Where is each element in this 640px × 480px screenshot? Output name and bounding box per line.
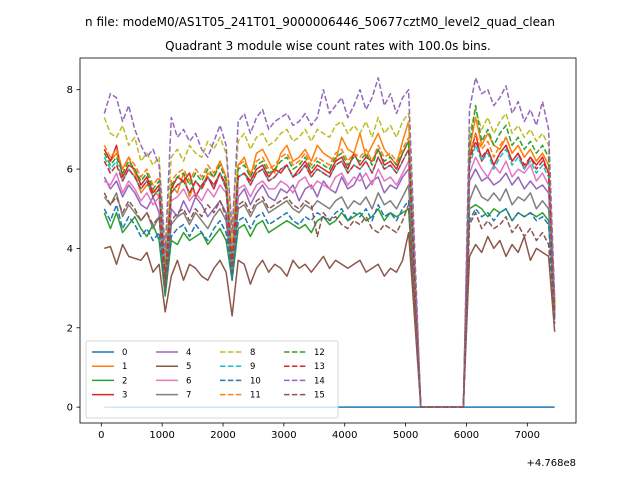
series-line-15 — [103, 192, 556, 408]
y-tick-label: 6 — [67, 165, 73, 176]
series-line-5 — [104, 231, 556, 408]
legend-label-8: 8 — [250, 348, 255, 358]
series-line-6 — [103, 156, 556, 408]
legend-box — [85, 340, 339, 419]
legend-label-13: 13 — [314, 362, 325, 372]
plot-area — [103, 77, 556, 408]
x-tick-label: 0 — [98, 430, 104, 441]
y-tick-label: 8 — [67, 85, 73, 96]
legend-label-2: 2 — [122, 376, 127, 386]
x-tick-label: 3000 — [271, 430, 296, 441]
x-tick-label: 6000 — [454, 430, 479, 441]
series-line-7 — [103, 184, 556, 408]
y-tick-label: 0 — [67, 403, 73, 414]
x-offset-text: +4.768e8 — [526, 458, 576, 469]
legend-label-4: 4 — [186, 348, 191, 358]
series-line-2 — [103, 204, 556, 408]
legend-label-10: 10 — [250, 376, 261, 386]
chart-title: Quadrant 3 module wise count rates with … — [165, 39, 491, 53]
series-line-14 — [103, 77, 556, 408]
x-tick-label: 7000 — [515, 430, 540, 441]
series-line-10 — [103, 200, 556, 408]
legend-label-12: 12 — [314, 348, 325, 358]
series-line-12 — [103, 104, 556, 408]
series-line-13 — [103, 140, 556, 408]
axes-frame — [79, 57, 577, 424]
legend-label-3: 3 — [122, 391, 127, 401]
axis-ticks: 0 1000 2000 3000 4000 5000 6000 7000 0 2 4 6 8 — [67, 85, 540, 441]
series-line-3 — [103, 132, 556, 408]
x-tick-label: 1000 — [149, 430, 174, 441]
legend-label-1: 1 — [122, 362, 127, 372]
series-line-4 — [103, 168, 556, 408]
legend-label-15: 15 — [314, 391, 325, 401]
legend-label-11: 11 — [250, 391, 261, 401]
series-line-11 — [103, 132, 556, 408]
legend-label-0: 0 — [122, 348, 127, 358]
y-tick-label: 4 — [67, 244, 73, 255]
legend-label-7: 7 — [186, 391, 191, 401]
x-tick-label: 5000 — [393, 430, 418, 441]
legend-label-5: 5 — [186, 362, 191, 372]
legend-label-14: 14 — [314, 376, 325, 386]
legend-label-9: 9 — [250, 362, 255, 372]
figure-suptitle: n file: modeM0/AS1T05_241T01_9000006446_… — [85, 15, 555, 29]
y-tick-label: 2 — [67, 323, 73, 334]
x-tick-label: 2000 — [210, 430, 235, 441]
series-line-8 — [103, 108, 556, 408]
legend-label-6: 6 — [186, 376, 191, 386]
x-tick-label: 4000 — [332, 430, 357, 441]
